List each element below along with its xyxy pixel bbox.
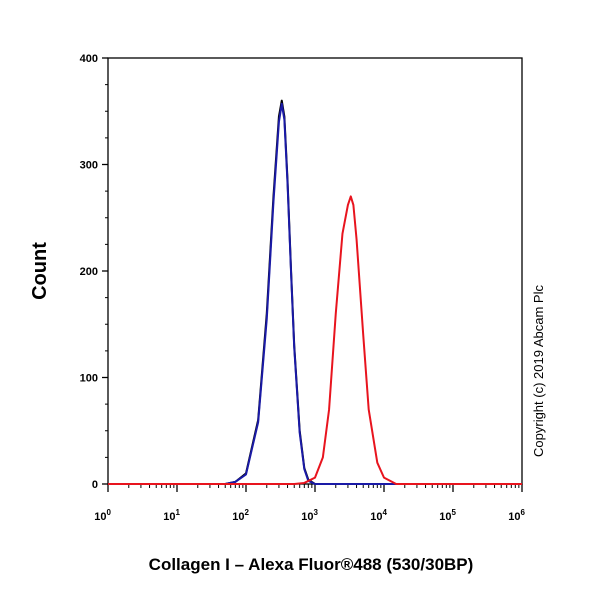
y-tick-label-4: 400 bbox=[80, 53, 98, 65]
y-tick-label-1: 100 bbox=[80, 373, 98, 385]
y-tick-label-3: 300 bbox=[80, 160, 98, 172]
y-tick-label-2: 200 bbox=[80, 266, 98, 278]
x-tick-label-2: 102 bbox=[232, 508, 249, 523]
series-line-2 bbox=[108, 195, 522, 485]
y-tick-label-0: 0 bbox=[92, 479, 98, 491]
x-tick-label-5: 105 bbox=[439, 508, 456, 523]
y-axis-ticks: 0 100 200 300 400 bbox=[80, 53, 108, 491]
series-layer bbox=[108, 99, 522, 485]
x-tick-label-6: 106 bbox=[508, 508, 525, 523]
x-tick-label-3: 103 bbox=[301, 508, 318, 523]
series-line-1 bbox=[108, 102, 522, 485]
x-tick-label-0: 100 bbox=[94, 508, 111, 523]
copyright-annotation: Copyright (c) 2019 Abcam Plc bbox=[531, 285, 546, 457]
x-axis-label: Collagen I – Alexa Fluor®488 (530/30BP) bbox=[149, 555, 474, 574]
plot-frame bbox=[107, 57, 523, 485]
y-axis-label: Count bbox=[29, 242, 51, 300]
x-tick-label-4: 104 bbox=[370, 508, 387, 523]
x-tick-label-1: 101 bbox=[163, 508, 180, 523]
series-line-0 bbox=[108, 99, 522, 485]
x-axis-ticks: 100 101 102 103 104 105 106 bbox=[94, 484, 526, 523]
